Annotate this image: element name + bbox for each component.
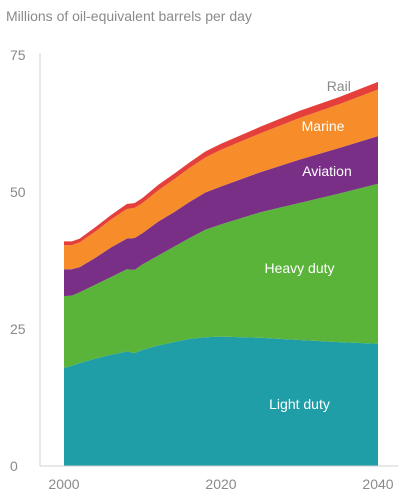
x-tick-label: 2000 <box>48 476 79 492</box>
area-rail <box>64 81 378 246</box>
area-heavy-duty <box>64 183 378 368</box>
x-tick-label: 2020 <box>205 476 236 492</box>
area-aviation <box>64 136 378 297</box>
series-label-heavy-duty: Heavy duty <box>264 260 334 276</box>
y-tick-label: 0 <box>10 458 18 474</box>
y-tick-label: 75 <box>10 47 26 63</box>
series-label-rail: Rail <box>327 78 351 94</box>
area-light-duty <box>64 336 378 466</box>
area-marine <box>64 89 378 270</box>
series-label-marine: Marine <box>302 118 345 134</box>
y-tick-label: 50 <box>10 184 26 200</box>
chart-title: Millions of oil-equivalent barrels per d… <box>6 8 252 24</box>
series-label-aviation: Aviation <box>302 163 352 179</box>
series-label-light-duty: Light duty <box>269 396 330 412</box>
x-tick-label: 2040 <box>362 476 393 492</box>
y-tick-label: 25 <box>10 321 26 337</box>
